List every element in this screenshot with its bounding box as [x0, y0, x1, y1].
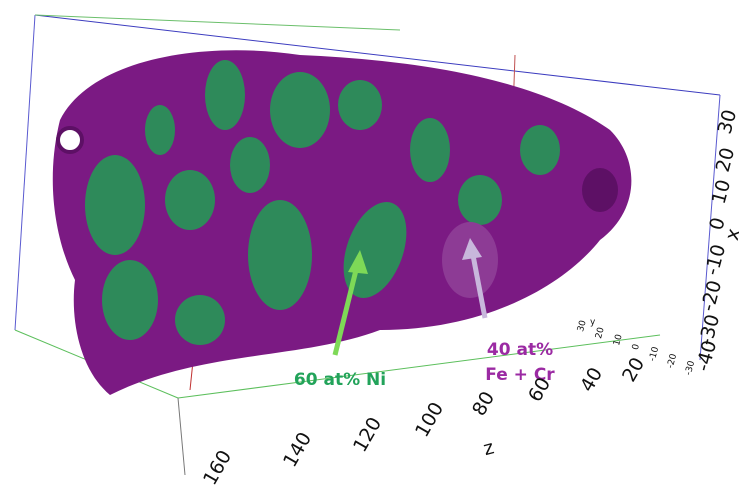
tick-label: 0 — [631, 343, 642, 351]
tick-label: 120 — [349, 414, 386, 456]
bounding-box — [14, 14, 721, 476]
tick-label: 10 — [612, 333, 625, 347]
axis-label: y — [590, 318, 596, 328]
tick-label: -10 — [701, 242, 730, 278]
annotation: 60 at% Ni — [294, 370, 386, 390]
tick-label: 30 — [714, 107, 739, 136]
tick-label: -20 — [697, 278, 726, 314]
tick-label: 40 — [576, 364, 607, 396]
isosurface — [52, 50, 632, 395]
tick-label: 30 — [576, 319, 589, 333]
axis-label: x — [721, 226, 739, 243]
tick-label: 20 — [618, 354, 649, 386]
arrows — [332, 238, 488, 356]
tick-label: 10 — [708, 177, 736, 206]
tick-label: -20 — [666, 352, 680, 369]
tick-label: 20 — [712, 145, 739, 174]
tick-label: -30 — [684, 359, 698, 376]
tick-label: 0 — [705, 215, 729, 232]
tick-label: 20 — [594, 326, 607, 340]
tick-label: 80 — [468, 388, 499, 420]
axis-label: z — [481, 436, 496, 460]
tick-label: 160 — [199, 447, 236, 489]
tick-label: -10 — [648, 345, 662, 362]
annotation: 40 at% — [487, 340, 553, 360]
tick-label: 140 — [279, 429, 316, 471]
tick-label: 100 — [411, 399, 448, 441]
annotation: Fe + Cr — [485, 365, 555, 385]
